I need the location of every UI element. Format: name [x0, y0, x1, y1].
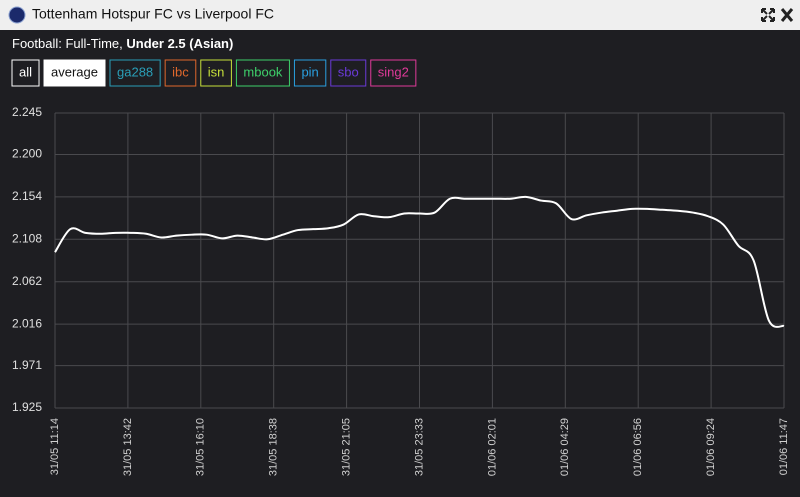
filter-label: ga288: [117, 64, 153, 79]
y-tick-label: 2.200: [12, 147, 42, 161]
filter-box: [235, 59, 290, 87]
x-tick-label: 01/06 02:01: [486, 418, 498, 476]
window-icon: [8, 6, 26, 24]
filter-buttons: all average ga288 ibc isn mbook pin sbo sing2: [11, 59, 417, 87]
filter-button[interactable]: mbook: [235, 59, 290, 87]
filter-label: sing2: [378, 64, 409, 79]
filter-button[interactable]: isn: [200, 59, 232, 87]
filter-box: [370, 59, 417, 87]
filter-box: [164, 59, 197, 87]
x-tick-label: 31/05 13:42: [122, 418, 134, 476]
filter-label: average: [51, 64, 98, 79]
expand-button[interactable]: [761, 8, 775, 22]
title-prefix: Football: Full-Time,: [12, 36, 123, 51]
x-tick-label: 31/05 11:14: [49, 418, 61, 475]
filter-button[interactable]: sbo: [330, 59, 367, 87]
x-tick-label: 01/06 09:24: [705, 418, 717, 476]
filter-label: isn: [208, 64, 225, 79]
filter-button[interactable]: pin: [293, 59, 327, 87]
filter-box: [11, 59, 40, 87]
series-line: [54, 195, 785, 328]
y-tick-label: 1.971: [12, 358, 42, 372]
x-tick-label: 01/06 06:56: [632, 418, 644, 476]
close-button[interactable]: [780, 8, 794, 22]
filter-button[interactable]: sing2: [370, 59, 417, 87]
filter-label: all: [19, 64, 32, 79]
y-tick-label: 2.062: [12, 274, 42, 288]
filter-box: [43, 59, 106, 87]
window-title: Tottenham Hotspur FC vs Liverpool FC: [32, 6, 274, 22]
x-tick-label: 31/05 18:38: [268, 418, 280, 476]
y-tick-label: 2.108: [12, 231, 42, 245]
filter-label: ibc: [172, 64, 189, 79]
chart-title: Football: Full-Time, Under 2.5 (Asian): [12, 36, 233, 51]
plot: 1.925 1.971 2.016 2.062 2.108 2.154 2.200 2.245…: [12, 105, 790, 476]
filter-label: mbook: [243, 64, 283, 79]
filter-box: [330, 59, 367, 87]
title-bar: [0, 0, 800, 30]
x-tick-label: 31/05 21:05: [341, 418, 353, 476]
filter-box: [293, 59, 327, 87]
y-tick-label: 2.154: [12, 189, 42, 203]
title-market: Under 2.5 (Asian): [126, 36, 233, 51]
y-tick-label: 1.925: [12, 400, 42, 414]
x-tick-label: 31/05 23:33: [413, 418, 425, 476]
y-tick-label: 2.016: [12, 316, 42, 330]
filter-box: [109, 59, 161, 87]
filter-button[interactable]: ga288: [109, 59, 161, 87]
filter-button[interactable]: all: [11, 59, 40, 87]
x-tick-label: 01/06 04:29: [559, 418, 571, 476]
filter-box: [200, 59, 232, 87]
filter-button[interactable]: average: [43, 59, 106, 87]
filter-label: pin: [301, 64, 318, 79]
y-tick-label: 2.245: [12, 105, 42, 119]
x-tick-label: 31/05 16:10: [195, 418, 207, 476]
filter-button[interactable]: ibc: [164, 59, 197, 87]
x-tick-label: 01/06 11:47: [778, 418, 790, 475]
filter-label: sbo: [338, 64, 359, 79]
